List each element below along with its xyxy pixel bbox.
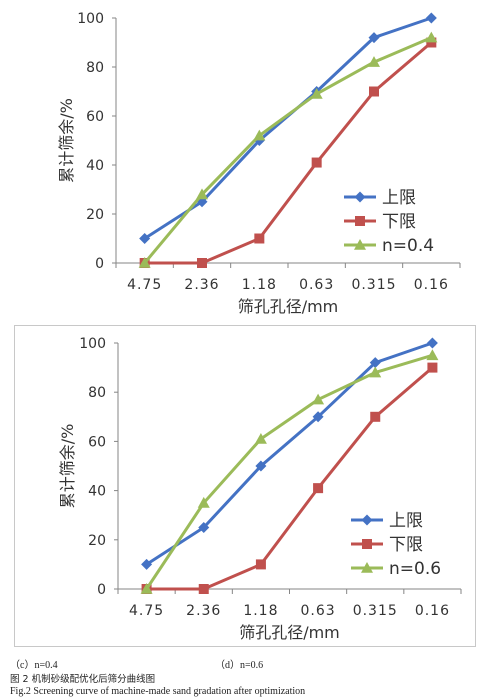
subcaption-c: （c）n=0.4 (10, 660, 58, 671)
chart2-series-2-point (313, 483, 324, 494)
chart2-y-tick-label: 60 (88, 434, 106, 450)
chart1-x-tick-label: 0.16 (414, 277, 449, 293)
chart1-series-1-point (425, 12, 437, 24)
chart1-legend-label-3: n=0.4 (382, 236, 434, 256)
chart1-series-1-point (368, 32, 380, 44)
chart2-series-1-point (141, 558, 153, 570)
chart2-series-line-1 (145, 341, 433, 566)
chart2-y-axis-title: 累计筛余/% (58, 424, 77, 509)
chart2-x-tick-label: 4.75 (129, 603, 164, 619)
chart2-y-tick-label: 40 (88, 484, 106, 500)
chart2-legend-marker-1 (361, 514, 373, 526)
chart1-x-axis-title: 筛孔孔径/mm (238, 297, 339, 316)
chart1-series-2-point (197, 258, 207, 268)
chart1-x-tick-label: 1.18 (242, 277, 277, 293)
chart2-series-3-point (369, 366, 382, 378)
chart2-x-tick-label: 0.315 (353, 603, 398, 619)
chart1-y-tick-label: 100 (77, 11, 104, 27)
chart1-series-line-2 (144, 41, 433, 265)
chart2-y-tick-label: 0 (97, 582, 106, 598)
chart1-series-2-point (369, 86, 379, 97)
chart1-legend-marker-1 (354, 191, 366, 203)
chart2-series-1-point (255, 460, 267, 472)
chart2-x-tick-label: 1.18 (243, 603, 278, 619)
chart2-y-tick-label: 20 (88, 533, 106, 549)
chart1-series-2-point (426, 37, 437, 48)
chart1-x-tick-label: 2.36 (184, 277, 219, 293)
chart1-series-3-point (368, 56, 380, 67)
chart1-x-tick-label: 0.315 (351, 277, 396, 293)
chart-n06: 0 20 40 60 80 100 4.75 2.36 1.18 0.63 0.315 0.16 筛孔孔… (14, 325, 476, 647)
chart1-legend-label-1: 上限 (382, 188, 416, 208)
chart1-x-tick-label: 4.75 (127, 277, 162, 293)
chart1-series-3-point (310, 87, 323, 99)
chart1-legend-marker-2 (355, 216, 365, 226)
chart1-series-3-point (196, 188, 208, 200)
chart2-series-3-point (197, 496, 210, 508)
chart2-series-line-2 (146, 366, 434, 591)
chart2-series-2-point (198, 584, 209, 594)
chart1-series-2-point (311, 157, 322, 168)
chart1-y-axis-title: 累计筛余/% (57, 98, 76, 183)
figure-caption-en: Fig.2 Screening curve of machine-made sa… (10, 686, 306, 697)
chart1-series-line-3 (143, 36, 432, 264)
chart2-series-2-point (370, 411, 381, 422)
chart1-series-3-point (253, 129, 266, 141)
chart2-series-line-3 (145, 353, 433, 590)
chart2-series-3-point (254, 432, 267, 444)
chart2-series-3-point (312, 393, 325, 405)
chart2-series-1-point (198, 522, 210, 533)
chart2-legend-label-1: 上限 (389, 511, 423, 531)
chart2-legend-label-2: 下限 (389, 535, 423, 555)
chart1-legend-label-2: 下限 (382, 212, 416, 232)
chart2-x-tick-label: 0.16 (415, 603, 450, 619)
chart1-legend-marker-3 (354, 239, 366, 250)
figure-caption-cn: 图 2 机制砂级配优化后筛分曲线图 (10, 674, 156, 685)
chart2-series-2-point (255, 559, 266, 570)
chart2-series-1-point (312, 411, 324, 423)
chart2-y-tick-label: 80 (88, 385, 106, 401)
chart2-series-3-point (140, 583, 153, 594)
chart1-y-tick-label: 20 (86, 207, 104, 223)
chart1-series-3-point (138, 257, 151, 268)
chart1-series-3-point (425, 31, 438, 43)
subcaption-d: （d）n=0.6 (215, 660, 264, 671)
chart2-legend-label-3: n=0.6 (389, 559, 441, 579)
chart-n04: 0 20 40 60 80 100 4.75 2.36 1.18 0.63 0.315 0.16 筛孔孔… (57, 11, 461, 316)
chart1-y-tick-label: 40 (86, 158, 104, 174)
chart2-legend-marker-2 (362, 539, 372, 549)
chart1-y-tick-label: 0 (95, 256, 104, 272)
chart2-x-axis-title: 筛孔孔径/mm (239, 623, 340, 642)
chart2-y-tick-label: 100 (79, 336, 106, 352)
chart2-x-tick-label: 2.36 (186, 603, 221, 619)
chart2-x-tick-label: 0.63 (300, 603, 335, 619)
chart2-series-1-point (426, 337, 438, 349)
chart2-legend-marker-3 (361, 562, 373, 573)
chart1-y-tick-label: 80 (86, 60, 104, 76)
chart1-series-2-point (254, 233, 265, 244)
chart2-series-3-point (426, 349, 439, 361)
chart2-series-2-point (427, 362, 438, 373)
chart1-y-tick-label: 60 (86, 109, 104, 125)
chart2-series-1-point (369, 357, 381, 369)
chart1-series-1-point (139, 233, 151, 244)
chart1-x-tick-label: 0.63 (299, 277, 334, 293)
